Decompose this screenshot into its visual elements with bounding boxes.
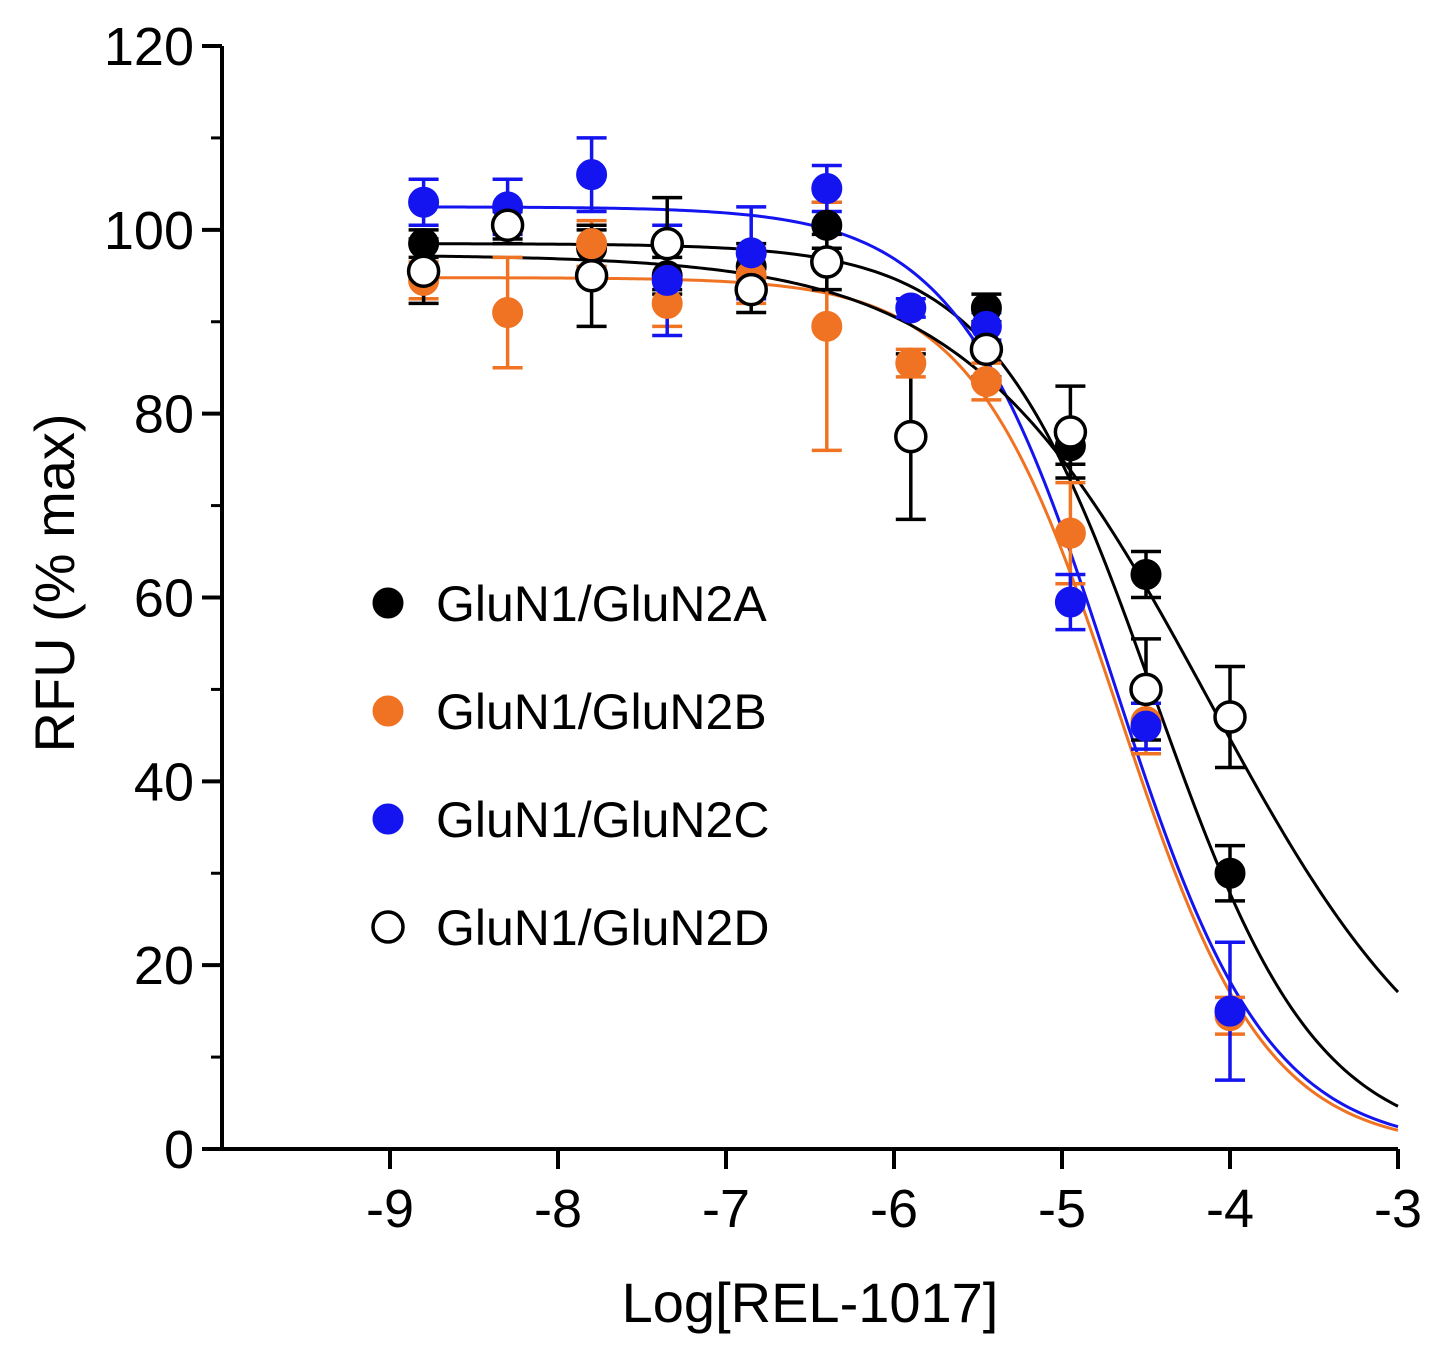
data-point bbox=[1130, 710, 1162, 742]
data-point bbox=[895, 347, 927, 379]
legend: GluN1/GluN2A GluN1/GluN2B GluN1/GluN2C GluN… bbox=[371, 576, 769, 956]
legend-label: GluN1/GluN2C bbox=[436, 792, 769, 848]
legend-marker bbox=[372, 803, 404, 835]
data-point bbox=[492, 297, 524, 329]
x-tick-label: -7 bbox=[702, 1179, 750, 1239]
fit-curves bbox=[423, 205, 1400, 1132]
y-axis-title: RFU (% max) bbox=[23, 413, 86, 752]
y-tick-label: 20 bbox=[134, 936, 194, 996]
data-point bbox=[1214, 857, 1246, 889]
data-point bbox=[811, 310, 843, 342]
fit-curve bbox=[423, 205, 1399, 1129]
y-tick-label: 60 bbox=[134, 569, 194, 629]
y-tick-label: 100 bbox=[104, 201, 194, 261]
data-point bbox=[408, 186, 440, 218]
data-point bbox=[576, 159, 608, 191]
data-point bbox=[810, 245, 844, 279]
y-tick-label: 0 bbox=[164, 1120, 194, 1180]
data-point bbox=[811, 209, 843, 241]
x-tick-label: -8 bbox=[534, 1179, 582, 1239]
data-point bbox=[574, 259, 609, 293]
data-point bbox=[1129, 672, 1163, 707]
x-tick-label: -4 bbox=[1206, 1179, 1254, 1239]
legend-marker bbox=[371, 910, 405, 944]
legend-label: GluN1/GluN2A bbox=[436, 576, 767, 632]
x-tick-label: -6 bbox=[870, 1179, 918, 1239]
data-point bbox=[650, 226, 684, 261]
data-point bbox=[406, 254, 441, 288]
x-axis-title: Log[REL-1017] bbox=[622, 1271, 999, 1334]
data-point bbox=[1214, 995, 1246, 1027]
data-point bbox=[1130, 559, 1162, 591]
data-point bbox=[1053, 415, 1088, 449]
legend-marker bbox=[372, 695, 404, 727]
axes: 0 20 40 60 80 100 120 -9 -8 -7 -6 -5 -4 -3 bbox=[104, 17, 1422, 1239]
data-point bbox=[735, 237, 767, 269]
data-point bbox=[408, 228, 440, 260]
y-tick-label: 120 bbox=[104, 17, 194, 77]
data-point bbox=[811, 172, 843, 204]
data-point bbox=[1054, 586, 1086, 618]
x-tick-label: -3 bbox=[1374, 1179, 1422, 1239]
y-tick-label: 80 bbox=[134, 385, 194, 445]
data-point bbox=[651, 264, 683, 296]
data-point bbox=[970, 365, 1002, 397]
data-point bbox=[576, 228, 608, 260]
data-points bbox=[406, 159, 1247, 1032]
data-point bbox=[490, 208, 525, 242]
data-point bbox=[1213, 700, 1247, 734]
legend-label: GluN1/GluN2B bbox=[436, 684, 767, 740]
data-point bbox=[894, 419, 928, 454]
legend-marker bbox=[372, 587, 404, 619]
data-point bbox=[734, 272, 768, 307]
data-point bbox=[895, 292, 927, 324]
x-tick-label: -5 bbox=[1038, 1179, 1086, 1239]
x-tick-label: -9 bbox=[366, 1179, 414, 1239]
y-tick-label: 40 bbox=[134, 752, 194, 812]
data-point bbox=[969, 332, 1004, 367]
data-point bbox=[1054, 517, 1086, 549]
legend-label: GluN1/GluN2D bbox=[436, 900, 769, 956]
